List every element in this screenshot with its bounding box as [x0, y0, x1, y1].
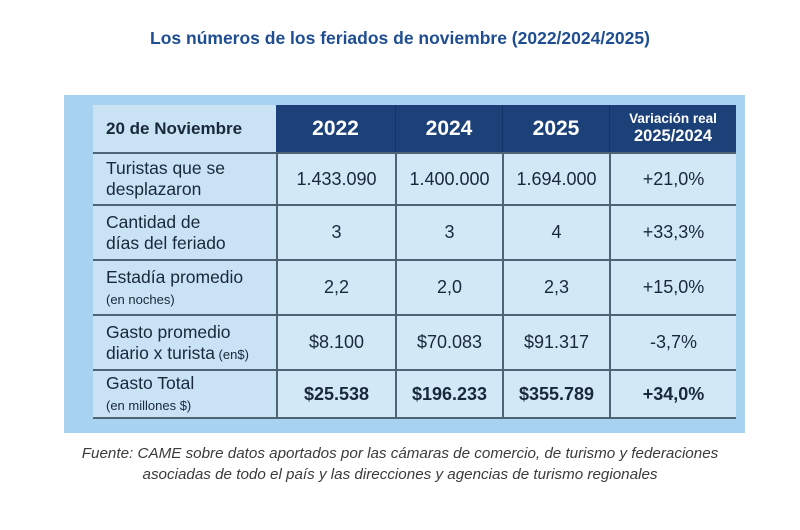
- source-note-line1: Fuente: CAME sobre datos aportados por l…: [81, 445, 719, 462]
- data-cell: 3: [276, 204, 395, 259]
- row-label-turistas: Turistas que se desplazaron: [93, 152, 276, 204]
- variation-cell: +33,3%: [609, 204, 736, 259]
- data-cell: 4: [502, 204, 609, 259]
- data-cell: $25.538: [276, 369, 395, 419]
- row-label-gasto-total: Gasto Total (en millones $): [93, 369, 276, 419]
- row-label-estadia: Estadía promedio (en noches): [93, 259, 276, 314]
- variation-header-line2: 2025/2024: [634, 126, 712, 145]
- data-cell: 3: [395, 204, 502, 259]
- data-cell: $70.083: [395, 314, 502, 369]
- data-cell: 2,3: [502, 259, 609, 314]
- variation-cell: +21,0%: [609, 152, 736, 204]
- row-label-gasto-promedio: Gasto promedio diario x turista (en$): [93, 314, 276, 369]
- page-title: Los números de los feriados de noviembre…: [150, 28, 650, 48]
- source-note: Fuente: CAME sobre datos aportados por l…: [0, 444, 800, 485]
- data-cell: $91.317: [502, 314, 609, 369]
- year-header-2024: 2024: [395, 105, 502, 152]
- data-cell: $196.233: [395, 369, 502, 419]
- source-note-line2: asociadas de todo el país y las direccio…: [142, 465, 658, 483]
- year-header-2022: 2022: [276, 105, 395, 152]
- corner-header-cell: 20 de Noviembre: [93, 105, 276, 152]
- data-cell: 1.694.000: [502, 152, 609, 204]
- variation-cell: +34,0%: [609, 369, 736, 419]
- row-label-dias: Cantidad de días del feriado: [93, 204, 276, 259]
- data-cell: $355.789: [502, 369, 609, 419]
- data-cell: 2,2: [276, 259, 395, 314]
- variation-header: Variación real 2025/2024: [609, 105, 736, 152]
- data-cell: 2,0: [395, 259, 502, 314]
- variation-cell: -3,7%: [609, 314, 736, 369]
- data-cell: 1.433.090: [276, 152, 395, 204]
- data-cell: 1.400.000: [395, 152, 502, 204]
- variation-cell: +15,0%: [609, 259, 736, 314]
- table-panel: 20 de Noviembre 2022 2024 2025 Variación…: [64, 95, 745, 433]
- variation-header-line1: Variación real: [629, 110, 717, 126]
- data-cell: $8.100: [276, 314, 395, 369]
- holiday-stats-table: 20 de Noviembre 2022 2024 2025 Variación…: [93, 105, 736, 419]
- year-header-2025: 2025: [502, 105, 609, 152]
